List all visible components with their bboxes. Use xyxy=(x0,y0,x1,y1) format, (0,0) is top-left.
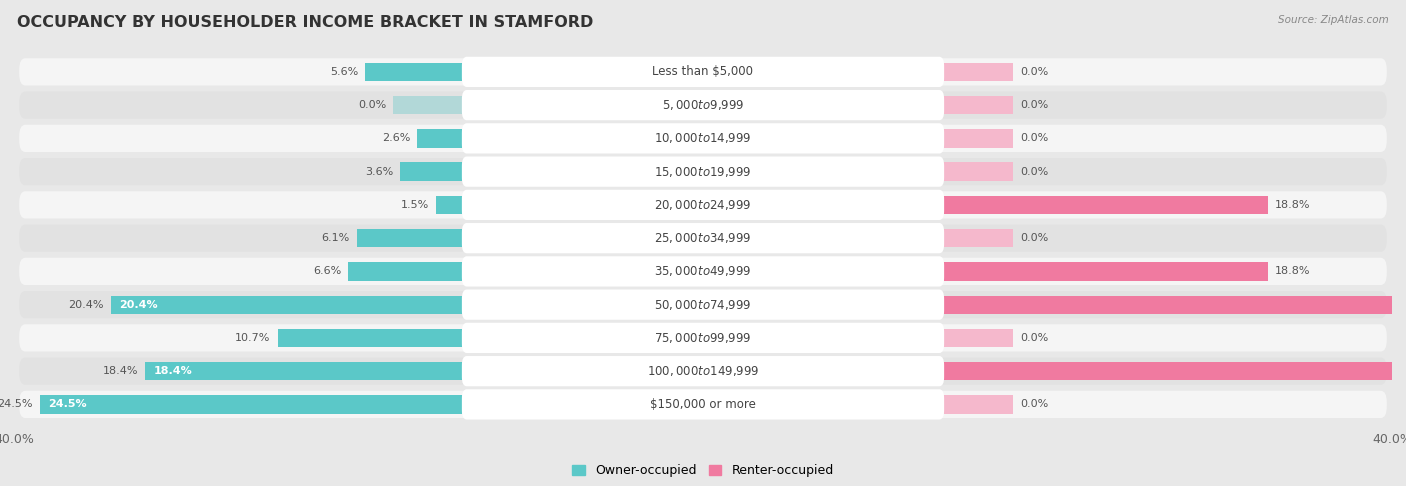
Text: $5,000 to $9,999: $5,000 to $9,999 xyxy=(662,98,744,112)
Text: 0.0%: 0.0% xyxy=(1019,133,1047,143)
Bar xyxy=(418,129,461,148)
FancyBboxPatch shape xyxy=(461,190,945,220)
FancyBboxPatch shape xyxy=(461,256,945,287)
Text: $10,000 to $14,999: $10,000 to $14,999 xyxy=(654,131,752,145)
Bar xyxy=(945,162,1012,181)
Text: 20.4%: 20.4% xyxy=(120,300,157,310)
Text: 0.0%: 0.0% xyxy=(1019,399,1047,409)
Bar xyxy=(436,196,461,214)
FancyBboxPatch shape xyxy=(461,156,945,187)
Text: 3.6%: 3.6% xyxy=(364,167,392,176)
FancyBboxPatch shape xyxy=(20,158,1386,185)
Bar xyxy=(39,395,461,414)
Bar xyxy=(277,329,461,347)
Bar xyxy=(945,295,1406,314)
Text: 2.6%: 2.6% xyxy=(382,133,411,143)
Bar xyxy=(349,262,461,280)
Bar xyxy=(945,262,1268,280)
Text: 0.0%: 0.0% xyxy=(1019,67,1047,77)
FancyBboxPatch shape xyxy=(461,57,945,87)
Bar xyxy=(366,63,461,81)
FancyBboxPatch shape xyxy=(461,290,945,320)
FancyBboxPatch shape xyxy=(461,389,945,419)
Text: $75,000 to $99,999: $75,000 to $99,999 xyxy=(654,331,752,345)
FancyBboxPatch shape xyxy=(20,291,1386,318)
FancyBboxPatch shape xyxy=(461,90,945,120)
FancyBboxPatch shape xyxy=(461,223,945,253)
Text: $35,000 to $49,999: $35,000 to $49,999 xyxy=(654,264,752,278)
FancyBboxPatch shape xyxy=(20,391,1386,418)
Text: 6.1%: 6.1% xyxy=(322,233,350,243)
Bar xyxy=(945,395,1012,414)
FancyBboxPatch shape xyxy=(461,123,945,154)
Text: 0.0%: 0.0% xyxy=(1019,233,1047,243)
FancyBboxPatch shape xyxy=(20,125,1386,152)
Text: 0.0%: 0.0% xyxy=(1019,100,1047,110)
Text: 1.5%: 1.5% xyxy=(401,200,429,210)
Text: 20.4%: 20.4% xyxy=(67,300,104,310)
Text: $25,000 to $34,999: $25,000 to $34,999 xyxy=(654,231,752,245)
Bar xyxy=(357,229,461,247)
Text: Source: ZipAtlas.com: Source: ZipAtlas.com xyxy=(1278,15,1389,25)
FancyBboxPatch shape xyxy=(20,358,1386,385)
Text: 18.4%: 18.4% xyxy=(103,366,138,376)
Bar xyxy=(945,63,1012,81)
FancyBboxPatch shape xyxy=(20,225,1386,252)
Text: 18.4%: 18.4% xyxy=(153,366,193,376)
FancyBboxPatch shape xyxy=(20,324,1386,351)
Legend: Owner-occupied, Renter-occupied: Owner-occupied, Renter-occupied xyxy=(568,459,838,482)
Text: 18.8%: 18.8% xyxy=(1275,266,1310,277)
Text: $15,000 to $19,999: $15,000 to $19,999 xyxy=(654,165,752,179)
Text: 0.0%: 0.0% xyxy=(359,100,387,110)
Bar xyxy=(945,229,1012,247)
Bar xyxy=(145,362,461,380)
FancyBboxPatch shape xyxy=(461,323,945,353)
Bar xyxy=(945,329,1012,347)
Text: 0.0%: 0.0% xyxy=(1019,333,1047,343)
Bar xyxy=(945,196,1268,214)
Text: $50,000 to $74,999: $50,000 to $74,999 xyxy=(654,297,752,312)
Text: 24.5%: 24.5% xyxy=(48,399,87,409)
Bar xyxy=(945,96,1012,114)
FancyBboxPatch shape xyxy=(20,58,1386,86)
Bar xyxy=(945,362,1406,380)
FancyBboxPatch shape xyxy=(20,191,1386,219)
Text: 0.0%: 0.0% xyxy=(1019,167,1047,176)
Bar xyxy=(399,162,461,181)
FancyBboxPatch shape xyxy=(461,356,945,386)
Text: $100,000 to $149,999: $100,000 to $149,999 xyxy=(647,364,759,378)
Text: 5.6%: 5.6% xyxy=(330,67,359,77)
Bar xyxy=(392,96,461,114)
Text: 18.8%: 18.8% xyxy=(1275,200,1310,210)
Text: 10.7%: 10.7% xyxy=(235,333,271,343)
Text: 24.5%: 24.5% xyxy=(0,399,32,409)
FancyBboxPatch shape xyxy=(20,91,1386,119)
Text: $150,000 or more: $150,000 or more xyxy=(650,398,756,411)
Text: $20,000 to $24,999: $20,000 to $24,999 xyxy=(654,198,752,212)
Bar xyxy=(945,129,1012,148)
FancyBboxPatch shape xyxy=(20,258,1386,285)
Bar xyxy=(111,295,461,314)
Text: Less than $5,000: Less than $5,000 xyxy=(652,66,754,78)
Text: OCCUPANCY BY HOUSEHOLDER INCOME BRACKET IN STAMFORD: OCCUPANCY BY HOUSEHOLDER INCOME BRACKET … xyxy=(17,15,593,30)
Text: 6.6%: 6.6% xyxy=(314,266,342,277)
